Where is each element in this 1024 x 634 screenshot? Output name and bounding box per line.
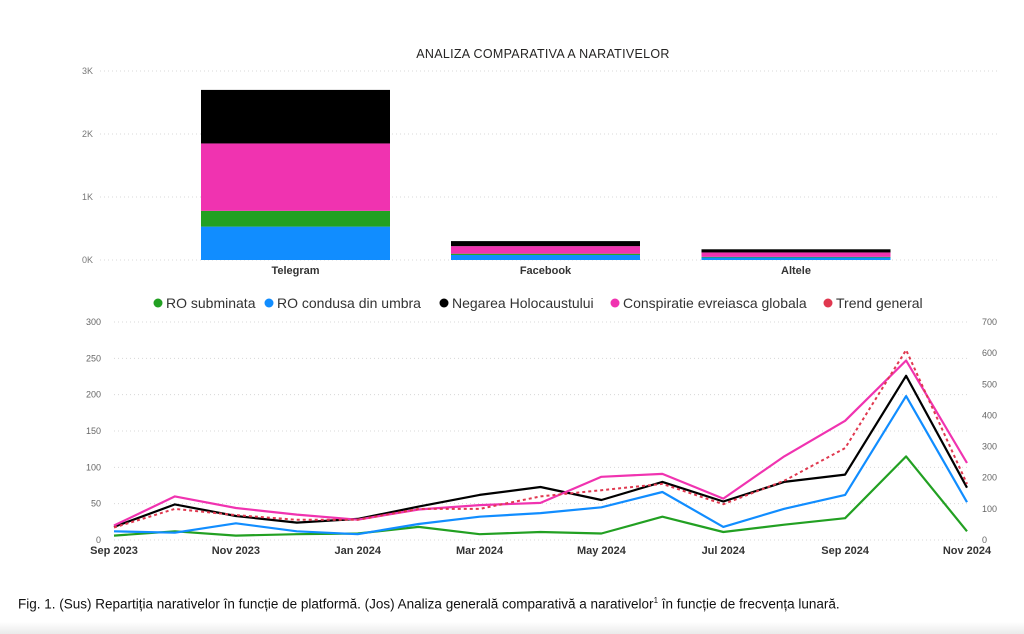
- figure-caption: Fig. 1. (Sus) Repartiția narativelor în …: [18, 596, 840, 612]
- legend-marker: [264, 298, 274, 308]
- left-y-tick-label: 300: [86, 317, 101, 327]
- line-chart-left-axis: 0 50 100 150 200 250 300: [86, 317, 101, 545]
- legend-marker: [153, 298, 163, 308]
- left-y-tick-label: 200: [86, 390, 101, 400]
- bar-segment: [451, 254, 640, 260]
- legend-label: Conspiratie evreiasca globala: [623, 295, 807, 311]
- x-tick-label: Jan 2024: [334, 545, 381, 557]
- bar-segment: [201, 226, 390, 260]
- page-bottom-shadow: [0, 622, 1024, 634]
- x-tick-label: May 2024: [577, 545, 627, 557]
- legend-label: RO subminata: [166, 295, 256, 311]
- line-chart-grid: [114, 321, 967, 541]
- bar-segment: [701, 249, 891, 253]
- caption-text: Fig. 1. (Sus) Repartiția narativelor în …: [18, 596, 654, 612]
- left-y-tick-label: 150: [86, 426, 101, 436]
- bar-segment: [451, 246, 640, 254]
- bar-segment: [701, 257, 891, 260]
- bar-chart-title: ANALIZA COMPARATIVA A NARATIVELOR: [416, 47, 670, 61]
- chart-figure: ANALIZA COMPARATIVA A NARATIVELOR 0K 1K 2K…: [82, 47, 1000, 557]
- bar-y-tick-label: 1K: [82, 192, 93, 202]
- right-y-tick-label: 700: [982, 317, 997, 327]
- line-chart-x-axis: Sep 2023 Nov 2023 Jan 2024 Mar 2024 May 2024…: [90, 545, 992, 557]
- legend-label: Negarea Holocaustului: [452, 295, 594, 311]
- x-tick-label: Jul 2024: [702, 545, 746, 557]
- x-tick-label: Mar 2024: [456, 545, 504, 557]
- x-tick-label: Nov 2024: [943, 545, 992, 557]
- right-y-tick-label: 300: [982, 442, 997, 452]
- line-chart-right-axis: 0 100 200 300 400 500 600 700: [982, 317, 997, 545]
- legend-label: RO condusa din umbra: [277, 295, 421, 311]
- line-series-path: [113, 359, 968, 527]
- line-chart-legend: RO subminata RO condusa din umbra Negarea …: [153, 295, 923, 311]
- caption-text-end: în funcție de frecvența lunară.: [658, 596, 840, 612]
- bar-segment: [701, 252, 891, 257]
- line-series-path: [113, 374, 968, 528]
- legend-marker: [823, 298, 833, 308]
- left-y-tick-label: 50: [91, 499, 101, 509]
- bar-chart-y-axis: 0K 1K 2K 3K: [82, 66, 93, 265]
- bar-segment: [201, 89, 390, 144]
- right-y-tick-label: 0: [982, 535, 987, 545]
- bar-segment: [701, 256, 891, 258]
- left-y-tick-label: 100: [86, 462, 101, 472]
- bar-category-label: Facebook: [520, 265, 572, 277]
- right-y-tick-label: 500: [982, 379, 997, 389]
- left-y-tick-label: 0: [96, 535, 101, 545]
- bar-segment: [201, 143, 390, 211]
- x-tick-label: Nov 2023: [212, 545, 260, 557]
- caption-footnote-mark: 1: [653, 596, 659, 605]
- right-y-tick-label: 100: [982, 504, 997, 514]
- bar-category-label: Altele: [781, 265, 811, 277]
- bar-chart-x-axis: Telegram Facebook Altele: [271, 265, 811, 277]
- right-y-tick-label: 200: [982, 473, 997, 483]
- left-y-tick-label: 250: [86, 353, 101, 363]
- legend-marker: [439, 298, 449, 308]
- line-series-path: [113, 349, 968, 529]
- bar-chart-bars: [201, 89, 891, 260]
- right-y-tick-label: 400: [982, 410, 997, 420]
- bar-segment: [451, 241, 640, 247]
- bar-category-label: Telegram: [271, 265, 319, 277]
- line-series-path: [113, 395, 968, 536]
- bar-segment: [451, 253, 640, 255]
- bar-y-tick-label: 3K: [82, 66, 93, 76]
- line-series-path: [113, 455, 968, 537]
- x-tick-label: Sep 2024: [821, 545, 870, 557]
- x-tick-label: Sep 2023: [90, 545, 138, 557]
- bar-y-tick-label: 2K: [82, 129, 93, 139]
- legend-label: Trend general: [836, 295, 923, 311]
- right-y-tick-label: 600: [982, 348, 997, 358]
- bar-segment: [201, 210, 390, 227]
- line-chart-series: [113, 349, 968, 537]
- legend-marker: [610, 298, 620, 308]
- bar-y-tick-label: 0K: [82, 255, 93, 265]
